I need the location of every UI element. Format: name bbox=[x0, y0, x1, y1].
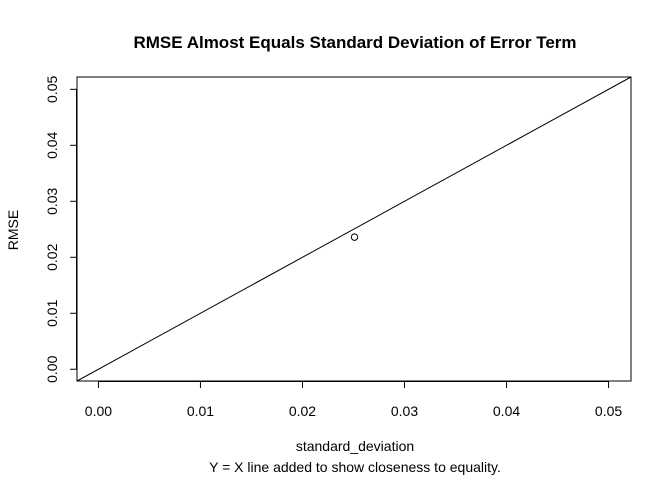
reference-line-y-equals-x bbox=[76, 76, 632, 382]
chart-title: RMSE Almost Equals Standard Deviation of… bbox=[133, 33, 576, 52]
x-tick-label-0: 0.00 bbox=[85, 403, 112, 419]
data-point-0 bbox=[350, 233, 359, 241]
plot-area: 0.00 0.01 0.02 0.03 0.04 0.05 0.00 0.01 0.02 0.03… bbox=[44, 75, 632, 419]
chart-subtitle: Y = X line added to show closeness to eq… bbox=[209, 459, 501, 475]
y-tick-label-5: 0.05 bbox=[44, 75, 60, 102]
x-tick-label-4: 0.04 bbox=[493, 403, 520, 419]
y-tick-label-1: 0.01 bbox=[44, 299, 60, 326]
y-tick-label-4: 0.04 bbox=[44, 131, 60, 158]
x-axis-label: standard_deviation bbox=[296, 438, 414, 454]
x-tick-label-5: 0.05 bbox=[595, 403, 622, 419]
y-tick-label-3: 0.03 bbox=[44, 187, 60, 214]
y-tick-label-2: 0.02 bbox=[44, 243, 60, 270]
x-tick-label-2: 0.02 bbox=[289, 403, 316, 419]
y-tick-label-0: 0.00 bbox=[44, 355, 60, 382]
x-tick-label-1: 0.01 bbox=[187, 403, 214, 419]
x-tick-label-3: 0.03 bbox=[391, 403, 418, 419]
y-axis-label: RMSE bbox=[5, 210, 21, 250]
